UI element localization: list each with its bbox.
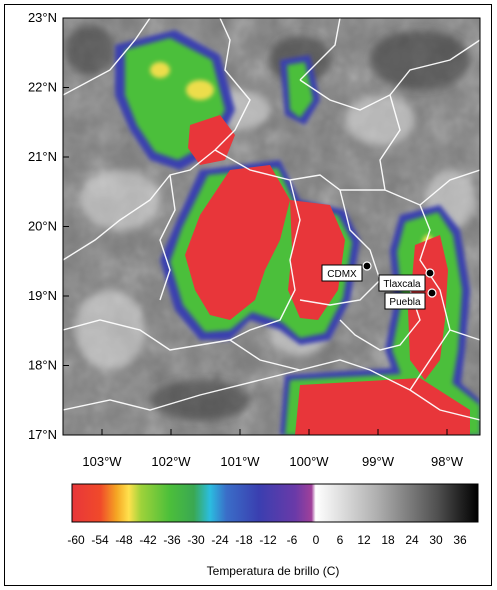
city-marker-icon bbox=[425, 268, 435, 278]
colorbar-tick-label: 0 bbox=[313, 533, 320, 547]
colorbar-tick-label: 18 bbox=[381, 533, 395, 547]
city-label: Puebla bbox=[389, 297, 421, 308]
colorbar-tick-label: -36 bbox=[163, 533, 181, 547]
city-tlaxcala: Tlaxcala bbox=[378, 268, 435, 292]
map-area bbox=[63, 18, 480, 435]
colorbar-tick-label: -54 bbox=[91, 533, 109, 547]
lat-tick-label: 20°N bbox=[28, 219, 57, 234]
colorbar-tick-label: -42 bbox=[139, 533, 157, 547]
colorbar-tick-label: 30 bbox=[429, 533, 443, 547]
colorbar-tick-label: -24 bbox=[211, 533, 229, 547]
latitude-labels: 23°N 22°N 21°N 20°N 19°N 18°N 17°N bbox=[28, 10, 57, 442]
colorbar-tick-label: 6 bbox=[337, 533, 344, 547]
latitude-axis bbox=[63, 17, 69, 436]
city-puebla: Puebla bbox=[384, 288, 437, 310]
city-cdmx: CDMX bbox=[321, 261, 372, 282]
city-label: CDMX bbox=[327, 269, 357, 280]
colorbar-tick-label: -60 bbox=[67, 533, 85, 547]
colorbar-title: Temperatura de brillo (C) bbox=[207, 564, 340, 578]
lon-tick-label: 100°W bbox=[289, 454, 329, 469]
lon-tick-label: 102°W bbox=[151, 454, 191, 469]
colorbar-tick-label: -30 bbox=[187, 533, 205, 547]
city-marker-icon bbox=[427, 288, 437, 298]
colorbar-tick-labels: -60 -54 -48 -42 -36 -30 -24 -18 -12 -6 0… bbox=[67, 533, 467, 547]
colorbar-tick-label: -6 bbox=[287, 533, 298, 547]
colorbar-tick-label: -12 bbox=[259, 533, 277, 547]
lat-tick-label: 22°N bbox=[28, 80, 57, 95]
longitude-axis bbox=[101, 429, 448, 435]
colorbar-tick-label: 24 bbox=[405, 533, 419, 547]
city-marker-icon bbox=[362, 261, 372, 271]
colorbar-tick-label: -48 bbox=[115, 533, 133, 547]
lat-tick-label: 23°N bbox=[28, 10, 57, 25]
figure-frame bbox=[4, 4, 492, 586]
city-label: Tlaxcala bbox=[383, 279, 421, 290]
lon-tick-label: 101°W bbox=[220, 454, 260, 469]
state-boundaries bbox=[63, 18, 480, 421]
colorbar bbox=[71, 483, 479, 523]
convective-cloud-clusters bbox=[115, 30, 480, 435]
lon-tick-label: 98°W bbox=[431, 454, 464, 469]
lat-tick-label: 21°N bbox=[28, 149, 57, 164]
lat-tick-label: 19°N bbox=[28, 288, 57, 303]
colorbar-tick-label: 12 bbox=[357, 533, 371, 547]
lat-tick-label: 18°N bbox=[28, 358, 57, 373]
longitude-labels: 103°W 102°W 101°W 100°W 99°W 98°W bbox=[82, 454, 463, 469]
colorbar-gradient bbox=[71, 483, 479, 523]
lon-tick-label: 99°W bbox=[362, 454, 395, 469]
lon-tick-label: 103°W bbox=[82, 454, 122, 469]
lat-tick-label: 17°N bbox=[28, 427, 57, 442]
colorbar-tick-label: -18 bbox=[235, 533, 253, 547]
colorbar-tick-label: 36 bbox=[453, 533, 467, 547]
